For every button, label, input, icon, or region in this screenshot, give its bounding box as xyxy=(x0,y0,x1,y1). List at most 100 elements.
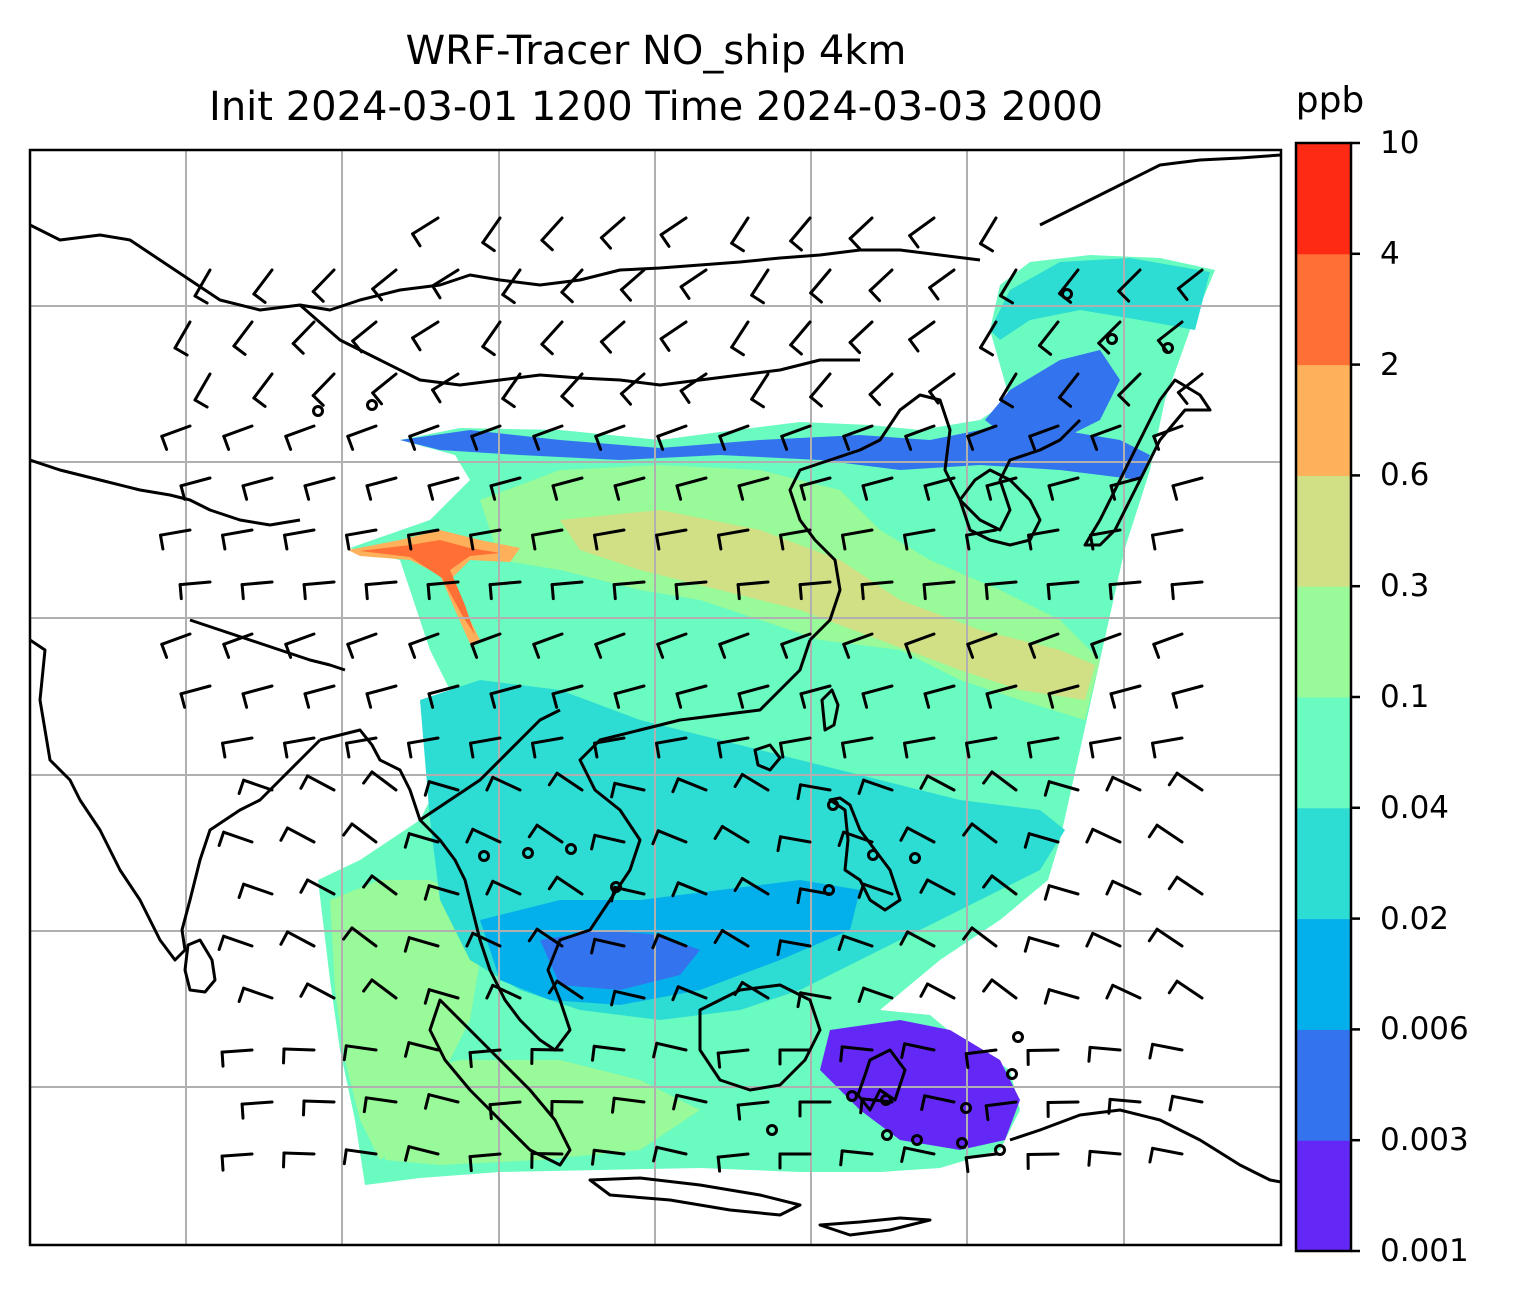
wind-barb-feather xyxy=(365,692,373,709)
wind-barb-shaft xyxy=(431,268,460,288)
colorbar-segment xyxy=(1296,697,1351,809)
wind-barb-feather xyxy=(717,741,723,759)
wind-barb-feather xyxy=(531,533,537,551)
wind-barb-shaft xyxy=(365,684,398,696)
wind-barb-feather xyxy=(346,642,355,659)
wind-barb-feather xyxy=(903,533,909,551)
wind-barb-feather xyxy=(408,434,417,451)
wind-barb-feather xyxy=(488,583,493,601)
wind-barb-shaft xyxy=(488,1100,522,1107)
wind-barb-shaft xyxy=(903,1146,936,1156)
wind-barb-shaft xyxy=(1038,320,1060,348)
wind-barb-shaft xyxy=(302,1099,336,1104)
wind-barb-feather xyxy=(470,642,479,659)
wind-barb-shaft xyxy=(926,878,956,896)
wind-barb-feather xyxy=(311,394,325,407)
wind-barb-feather xyxy=(160,434,169,451)
wind-barb-feather xyxy=(547,875,559,891)
wind-barb-shaft xyxy=(350,926,378,948)
wind-barb-shaft xyxy=(908,320,936,342)
wind-barb-shaft xyxy=(1058,372,1080,400)
map-gridlines xyxy=(30,150,1281,1245)
wind-barb-shaft xyxy=(990,770,1018,792)
wind-barb-shaft xyxy=(984,1100,1018,1108)
wind-barb-shaft xyxy=(364,1096,398,1104)
wind-barb-shaft xyxy=(427,476,460,488)
wind-barb-feather xyxy=(899,930,909,946)
wind-barb-feather xyxy=(403,832,411,849)
wind-barb-feather xyxy=(1152,642,1161,659)
wind-barb-shaft xyxy=(407,736,440,745)
wind-barb-feather xyxy=(469,741,475,759)
wind-barb-feather xyxy=(1105,775,1115,792)
wind-barb-feather xyxy=(737,692,745,709)
wind-barb-shaft xyxy=(1026,1048,1060,1052)
wind-barb-shaft xyxy=(676,881,708,896)
wind-barb-feather xyxy=(237,778,246,795)
wind-barb-shaft xyxy=(1109,684,1142,696)
wind-barb-shaft xyxy=(1047,684,1080,696)
coastline-sulawesi xyxy=(856,1048,907,1112)
wind-barb-shaft xyxy=(220,1048,254,1054)
wind-barb-shaft xyxy=(560,268,584,294)
colorbar-segment xyxy=(1296,364,1351,476)
wind-barb-shaft xyxy=(613,684,646,696)
wind-barb-shaft xyxy=(159,528,192,537)
wind-barb-feather xyxy=(780,642,789,659)
wind-barb-shaft xyxy=(501,268,522,297)
wind-barb-shaft xyxy=(656,632,688,646)
wind-barb-feather xyxy=(1090,642,1099,659)
wind-barb-feather xyxy=(799,692,807,709)
wind-barb-shaft xyxy=(656,829,688,844)
wind-barb-feather xyxy=(237,882,246,899)
wind-barb-shaft xyxy=(1156,320,1184,342)
wind-barb-shaft xyxy=(491,879,522,896)
wind-barb-feather xyxy=(221,533,227,551)
coastline-philippines xyxy=(828,796,902,912)
wind-barb-feather xyxy=(220,1050,225,1068)
wind-barb-shaft xyxy=(1171,476,1204,488)
wind-barb-shaft xyxy=(1111,983,1142,1000)
wind-barb-shaft xyxy=(1111,775,1142,792)
wind-barb-shaft xyxy=(730,216,750,245)
wind-barb-shaft xyxy=(407,528,440,537)
wind-barb-shaft xyxy=(655,736,688,745)
wind-barb-feather xyxy=(904,434,913,451)
wind-barb-shaft xyxy=(407,1145,440,1156)
wind-barb-feather xyxy=(1170,583,1175,601)
wind-barb-shaft xyxy=(532,632,564,646)
wind-barb-shaft xyxy=(926,982,956,1000)
wind-barb-shaft xyxy=(780,632,812,646)
wind-barb-feather xyxy=(1148,1146,1155,1164)
wind-barb-feather xyxy=(284,434,293,451)
wind-barb-feather xyxy=(1117,393,1131,407)
wind-barb-shaft xyxy=(1117,268,1142,293)
wind-barb-feather xyxy=(655,741,661,759)
wind-barb-shaft xyxy=(1026,1152,1060,1156)
wind-barb-feather xyxy=(1058,396,1073,408)
wind-barb-feather xyxy=(613,484,621,501)
wind-barb-feather xyxy=(468,1155,473,1173)
wind-barb-shaft xyxy=(411,320,440,340)
wind-barb-shaft xyxy=(985,684,1018,696)
wind-barb-shaft xyxy=(736,580,770,587)
wind-barb-shaft xyxy=(740,773,770,792)
wind-barb-shaft xyxy=(469,528,502,537)
wind-barb-shaft xyxy=(612,580,646,587)
wind-barb-feather xyxy=(796,783,802,801)
wind-barb-feather xyxy=(222,434,231,451)
wind-barb-feather xyxy=(291,342,305,355)
map-plot-area xyxy=(30,150,1281,1245)
wind-barb-feather xyxy=(928,286,940,301)
wind-barb-shaft xyxy=(593,937,626,948)
wind-barb-feather xyxy=(351,339,363,354)
wind-barb-shaft xyxy=(1176,268,1204,290)
wind-barb-shaft xyxy=(718,632,750,646)
wind-barb-feather xyxy=(985,692,993,709)
wind-barb-feather xyxy=(1023,832,1031,849)
wind-barb-shaft xyxy=(344,1044,378,1052)
wind-barb-feather xyxy=(594,642,603,659)
wind-barb-feather xyxy=(299,774,309,790)
wind-barb-shaft xyxy=(221,736,254,745)
wind-calm-circle xyxy=(1061,288,1073,300)
